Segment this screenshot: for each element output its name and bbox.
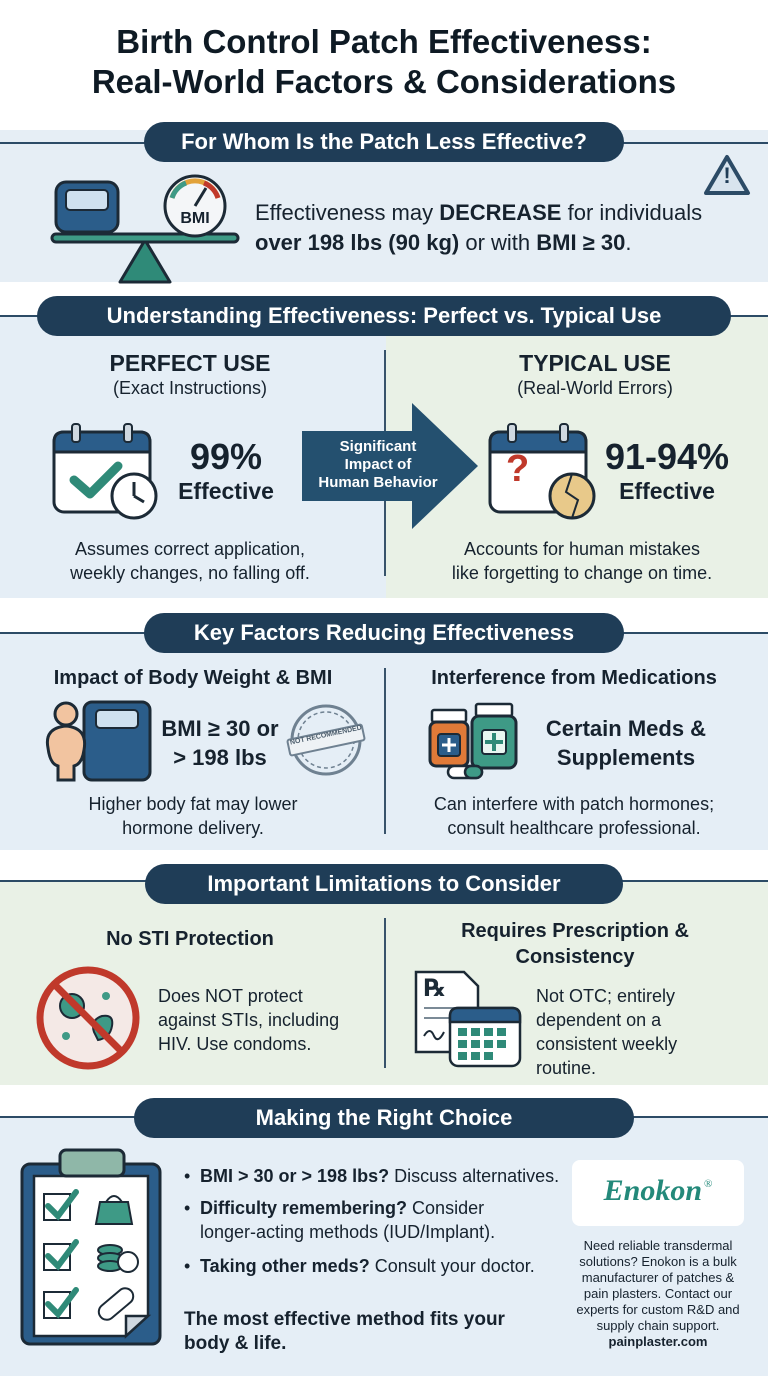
question-mark: ? — [506, 448, 530, 490]
medication-factor-criteria: Certain Meds & Supplements — [545, 716, 707, 770]
page-title: Birth Control Patch Effectiveness: Real-… — [0, 22, 768, 102]
perfect-use-subtitle: (Exact Instructions) — [112, 378, 268, 398]
rx-symbol: ℞ — [424, 975, 446, 1002]
bmi-gauge-label: BMI — [180, 210, 210, 227]
perfect-use-description: Assumes correct application, weekly chan… — [70, 539, 310, 583]
medication-bottles-icon — [428, 702, 518, 780]
perfect-use-percent: 99% — [189, 436, 263, 477]
typical-use-description: Accounts for human mistakes like forgett… — [451, 539, 713, 583]
choice-bullet-item: • Taking other meds? Consult your doctor. — [184, 1256, 535, 1276]
calendar-check-icon — [52, 423, 158, 520]
section-header-key-factors: Key Factors Reducing Effectiveness — [144, 613, 624, 653]
weight-factor-criteria: BMI ≥ 30 or > 198 lbs — [161, 716, 279, 770]
calendar-question-icon — [488, 423, 596, 520]
section-header-perfect-vs-typical: Understanding Effectiveness: Perfect vs.… — [37, 296, 731, 336]
sti-title: No STI Protection — [106, 928, 274, 950]
rx-description: Not OTC; entirely dependent on a consist… — [536, 986, 678, 1078]
weight-factor-description: Higher body fat may lower hormone delive… — [88, 794, 298, 838]
typical-use-effective: Effective — [619, 478, 715, 504]
warning-icon — [704, 155, 750, 195]
section-header-right-choice: Making the Right Choice — [134, 1098, 634, 1138]
impact-arrow-icon — [302, 403, 478, 529]
typical-use-subtitle: (Real-World Errors) — [517, 378, 673, 398]
not-recommended-stamp-icon — [286, 704, 366, 776]
no-sti-icon — [36, 966, 140, 1070]
title-line-1: Birth Control Patch Effectiveness: — [116, 23, 652, 60]
enokon-logo: Enokon ® — [572, 1160, 744, 1226]
website-link[interactable]: painplaster.com — [608, 1334, 708, 1349]
rx-title: Requires Prescription & Consistency — [461, 920, 689, 968]
less-effective-text: Effectiveness may DECREASE for individua… — [255, 200, 703, 255]
scale-balance-icon — [50, 174, 240, 284]
prescription-calendar-icon — [414, 970, 522, 1068]
section-header-less-effective: For Whom Is the Patch Less Effective? — [144, 122, 624, 162]
typical-use-percent: 91-94% — [604, 436, 730, 477]
choice-bullet-item: • Difficulty remembering? Consider longer… — [184, 1198, 496, 1242]
checklist-clipboard-icon — [20, 1148, 162, 1346]
typical-use-title: TYPICAL USE — [519, 350, 671, 376]
weight-factor-title: Impact of Body Weight & BMI — [53, 667, 333, 689]
body-weight-icon — [45, 700, 152, 782]
impact-arrow-text: Significant Impact of Human Behavior — [318, 438, 438, 491]
choice-tagline: The most effective method fits your body… — [184, 1309, 505, 1354]
perfect-use-title: PERFECT USE — [109, 350, 271, 376]
choice-bullet-list: • BMI > 30 or > 198 lbs? Discuss alternat… — [184, 1164, 564, 1278]
title-line-2: Real-World Factors & Considerations — [91, 63, 677, 100]
column-divider — [384, 668, 386, 834]
perfect-use-effective: Effective — [178, 478, 274, 504]
medication-factor-title: Interference from Medications — [431, 667, 717, 689]
column-divider — [384, 918, 386, 1068]
sti-description: Does NOT protect against STIs, including… — [158, 986, 340, 1054]
section-header-limitations: Important Limitations to Consider — [145, 864, 623, 904]
choice-bullet-item: • BMI > 30 or > 198 lbs? Discuss alternat… — [184, 1166, 560, 1186]
enokon-promo-text: Need reliable transdermal solutions? Eno… — [566, 1238, 750, 1350]
warning-symbol: ! — [723, 163, 731, 188]
medication-factor-description: Can interfere with patch hormones; consu… — [433, 794, 715, 838]
